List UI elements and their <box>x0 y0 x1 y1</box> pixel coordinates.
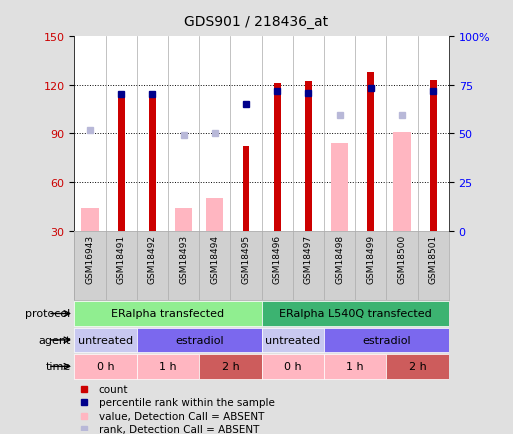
Text: untreated: untreated <box>265 335 321 345</box>
Bar <box>199 355 262 378</box>
Text: protocol: protocol <box>25 309 71 319</box>
Text: agent: agent <box>38 335 71 345</box>
Bar <box>262 355 324 378</box>
Bar <box>367 72 374 231</box>
Text: untreated: untreated <box>78 335 133 345</box>
Bar <box>149 92 156 231</box>
Bar <box>324 328 449 352</box>
Text: 0 h: 0 h <box>284 362 302 372</box>
Text: estradiol: estradiol <box>175 335 224 345</box>
Text: time: time <box>45 362 71 372</box>
Text: count: count <box>98 384 128 394</box>
Bar <box>175 208 192 231</box>
Text: GSM18498: GSM18498 <box>335 235 344 284</box>
Text: GSM18495: GSM18495 <box>242 235 250 284</box>
Bar <box>324 355 386 378</box>
Bar <box>262 302 449 326</box>
Text: rank, Detection Call = ABSENT: rank, Detection Call = ABSENT <box>98 424 259 434</box>
Text: ERalpha transfected: ERalpha transfected <box>111 309 225 319</box>
Bar <box>430 81 437 231</box>
Text: GSM18501: GSM18501 <box>429 235 438 284</box>
Text: GSM16943: GSM16943 <box>86 235 94 284</box>
Text: value, Detection Call = ABSENT: value, Detection Call = ABSENT <box>98 411 264 421</box>
Bar <box>386 355 449 378</box>
Bar <box>137 355 199 378</box>
Bar <box>206 199 223 231</box>
Text: GSM18496: GSM18496 <box>273 235 282 284</box>
Bar <box>118 94 125 231</box>
Text: GSM18497: GSM18497 <box>304 235 313 284</box>
Bar <box>262 328 324 352</box>
Bar <box>331 144 348 231</box>
Bar <box>305 82 312 231</box>
Text: GSM18491: GSM18491 <box>116 235 126 284</box>
Text: 2 h: 2 h <box>222 362 239 372</box>
Bar <box>393 132 410 231</box>
Text: 2 h: 2 h <box>409 362 426 372</box>
Text: estradiol: estradiol <box>362 335 411 345</box>
Bar <box>82 208 98 231</box>
Text: 1 h: 1 h <box>159 362 177 372</box>
Text: 0 h: 0 h <box>97 362 114 372</box>
Bar <box>243 147 249 231</box>
Text: GSM18494: GSM18494 <box>210 235 220 283</box>
Text: 1 h: 1 h <box>346 362 364 372</box>
Bar <box>74 355 137 378</box>
Text: GSM18500: GSM18500 <box>398 235 407 284</box>
Text: GDS901 / 218436_at: GDS901 / 218436_at <box>185 15 328 29</box>
Bar <box>74 328 137 352</box>
Bar <box>137 328 262 352</box>
Text: GSM18499: GSM18499 <box>366 235 376 284</box>
Text: GSM18493: GSM18493 <box>179 235 188 284</box>
Text: GSM18492: GSM18492 <box>148 235 157 283</box>
Text: ERalpha L540Q transfected: ERalpha L540Q transfected <box>279 309 431 319</box>
Text: percentile rank within the sample: percentile rank within the sample <box>98 397 274 407</box>
Bar <box>274 84 281 231</box>
Bar <box>74 302 262 326</box>
